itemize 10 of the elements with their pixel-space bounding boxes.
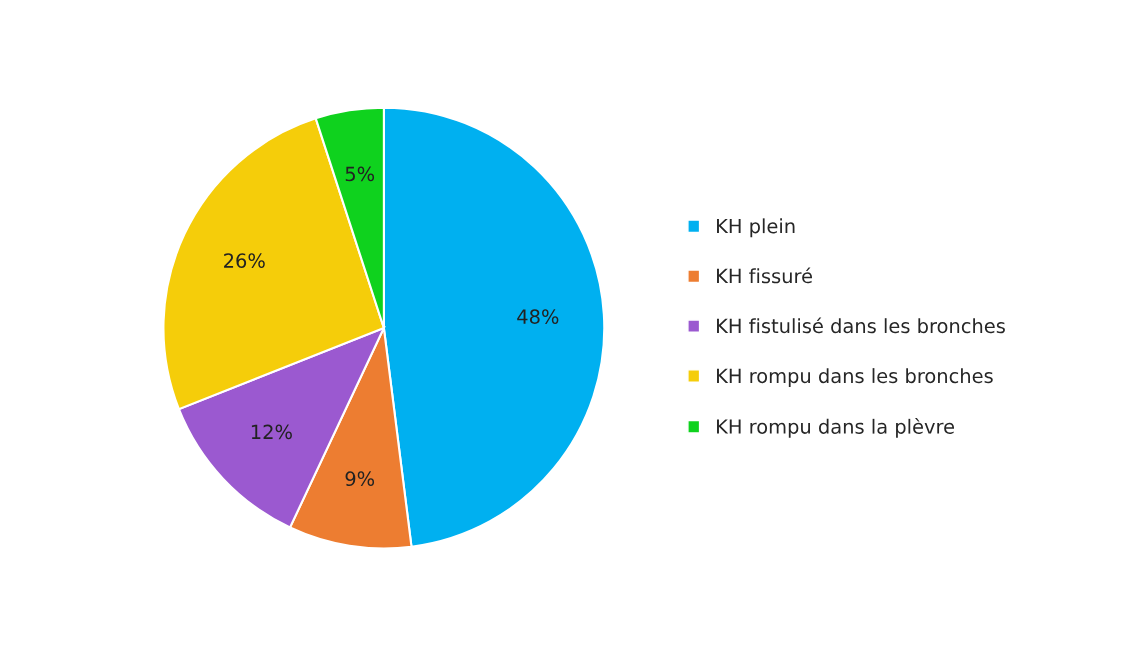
legend-label: KH rompu dans les bronches [717, 368, 993, 387]
data-label: 5% [345, 166, 375, 182]
data-label: 26% [224, 253, 265, 268]
legend-label: KH fistulisé dans les bronches [717, 317, 1005, 334]
data-label: 48% [517, 309, 559, 324]
legend-label: KH plein [717, 218, 795, 238]
data-label: 9% [345, 471, 375, 487]
legend-label: KH rompu dans la plèvre [717, 418, 955, 438]
legend-label: KH fissuré [717, 267, 812, 284]
data-label: 12% [251, 424, 292, 440]
